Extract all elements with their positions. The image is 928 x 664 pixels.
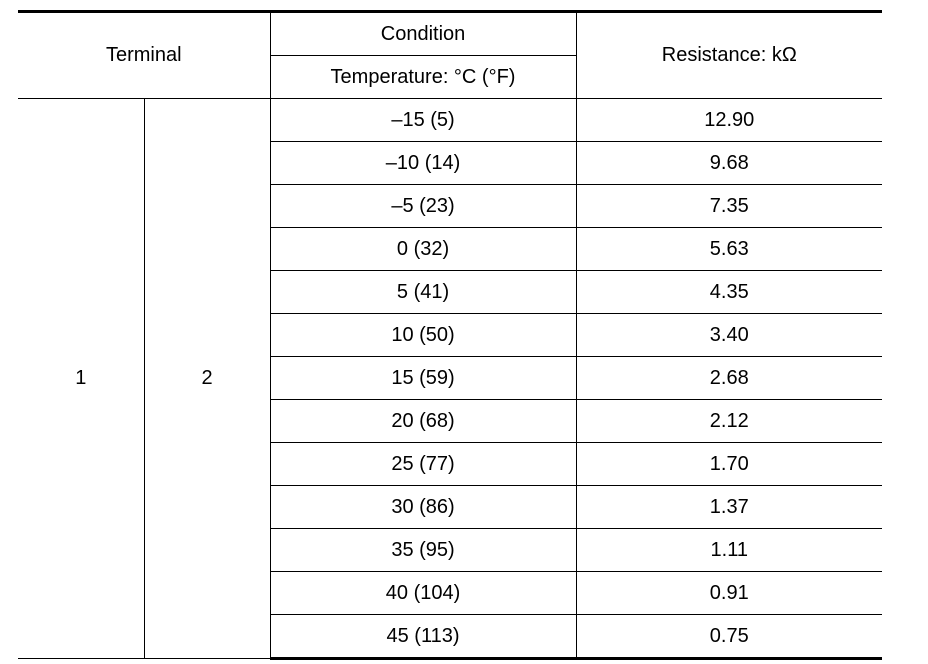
resistance-cell: 1.37 xyxy=(575,485,883,529)
temperature-cell: 35 (95) xyxy=(270,528,577,572)
table-row: 45 (113) 0.75 xyxy=(18,614,883,660)
resistance-cell: 1.70 xyxy=(575,442,883,486)
temperature-cell: 5 (41) xyxy=(270,270,577,314)
resistance-cell: 3.40 xyxy=(575,313,883,357)
resistance-cell: 2.68 xyxy=(575,356,883,400)
temperature-cell: 25 (77) xyxy=(270,442,577,486)
temperature-cell: 0 (32) xyxy=(270,227,577,271)
temperature-cell: 45 (113) xyxy=(270,614,577,660)
table-row: 5 (41) 4.35 xyxy=(18,270,883,314)
resistance-cell: 7.35 xyxy=(575,184,883,228)
resistance-cell: 2.12 xyxy=(575,399,883,443)
temperature-header: Temperature: °C (°F) xyxy=(270,55,577,99)
terminal-header: Terminal xyxy=(18,10,271,99)
resistance-cell: 0.75 xyxy=(575,614,883,660)
resistance-cell: 12.90 xyxy=(575,98,883,142)
table-row: –10 (14) 9.68 xyxy=(18,141,883,185)
temperature-cell: 15 (59) xyxy=(270,356,577,400)
resistance-cell: 0.91 xyxy=(575,571,883,615)
terminal-2-cell: 2 xyxy=(143,98,271,659)
temperature-cell: 30 (86) xyxy=(270,485,577,529)
terminal-1-cell: 1 xyxy=(18,98,145,659)
table-row: 25 (77) 1.70 xyxy=(18,442,883,486)
resistance-header: Resistance: kΩ xyxy=(575,10,883,99)
resistance-cell: 5.63 xyxy=(575,227,883,271)
temperature-cell: –10 (14) xyxy=(270,141,577,185)
resistance-cell: 4.35 xyxy=(575,270,883,314)
resistance-cell: 9.68 xyxy=(575,141,883,185)
temperature-cell: 40 (104) xyxy=(270,571,577,615)
table-row: 20 (68) 2.12 xyxy=(18,399,883,443)
temperature-cell: 20 (68) xyxy=(270,399,577,443)
table-row: 15 (59) 2.68 xyxy=(18,356,883,400)
table-row: 30 (86) 1.37 xyxy=(18,485,883,529)
resistance-cell: 1.11 xyxy=(575,528,883,572)
table-row: 1 2 –15 (5) 12.90 xyxy=(18,98,883,659)
resistance-spec-table: Terminal Condition Resistance: kΩ Temper… xyxy=(18,10,883,660)
table-body: 1 2 –15 (5) 12.90 –10 (14) 9.68 –5 (23) … xyxy=(18,98,883,660)
table-row: 10 (50) 3.40 xyxy=(18,313,883,357)
temperature-cell: –5 (23) xyxy=(270,184,577,228)
temperature-cell: 10 (50) xyxy=(270,313,577,357)
condition-header: Condition xyxy=(269,10,577,56)
temperature-cell: –15 (5) xyxy=(269,98,577,142)
